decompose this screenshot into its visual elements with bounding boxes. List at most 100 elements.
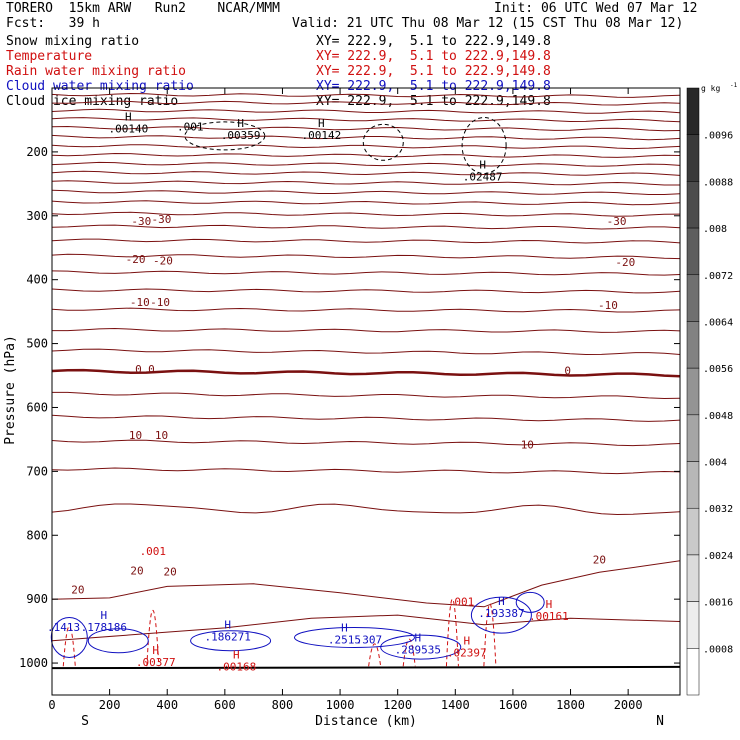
x-tick-label-8: 1600	[498, 698, 527, 712]
isotherm-line-26	[51, 467, 681, 475]
temperature-label-8: -10	[598, 299, 618, 312]
colorbar-unit: g kg	[701, 84, 720, 93]
rain-contour-5	[368, 643, 382, 667]
isotherm-line-16	[51, 253, 681, 260]
colorbar-label-8: .0032	[703, 504, 733, 515]
colorbar: .0096 .0088 .008 .0072 .0064 .0056 .0048 .004 .0…	[686, 82, 738, 696]
colorbar-swatch-10	[686, 554, 700, 602]
x-tick-label-9: 1800	[556, 698, 585, 712]
isotherm-line-1	[51, 100, 681, 106]
isotherm-line-25	[51, 439, 681, 447]
cloud-water-contour-0	[50, 616, 88, 658]
rain-contour-0	[62, 626, 76, 667]
x-tick-label-10: 2000	[614, 698, 643, 712]
cloud-max-value-12: .178186	[81, 621, 127, 634]
cloud-water-contour-3	[293, 626, 415, 648]
isotherm-line-23	[52, 391, 681, 400]
colorbar-swatch-4	[686, 274, 700, 322]
snow-max-value-2: .00142	[301, 129, 341, 142]
y-tick-label-5: 700	[26, 464, 48, 478]
field-name-cloud-water: Cloud water mixing ratio	[6, 79, 194, 94]
colorbar-swatch-2	[686, 181, 700, 229]
temperature-label-0: -30	[131, 215, 151, 228]
snow-contour-2	[461, 117, 507, 175]
plot-frame	[51, 87, 681, 696]
isotherm-line-8	[51, 161, 681, 167]
cloud-water-contour-5	[470, 596, 532, 634]
colorbar-swatch-9	[686, 507, 700, 556]
snow-max-value-4: .001	[177, 121, 204, 134]
cloud-max-marker-13: H	[224, 618, 231, 631]
temperature-label-11: 0	[564, 364, 571, 377]
rain-contour-4	[402, 638, 416, 667]
cloud-max-value-17: .193387	[478, 607, 524, 620]
colorbar-swatch-1	[686, 134, 700, 182]
colorbar-swatch-5	[686, 321, 700, 369]
rain-max-value-9: .00168	[216, 661, 256, 674]
y-tick-label-3: 500	[26, 337, 48, 351]
colorbar-label-7: .004	[703, 458, 727, 469]
snow-contour-0	[184, 121, 266, 151]
south-end-label: S	[81, 714, 89, 729]
temperature-label-4: -20	[153, 255, 173, 268]
x-tick-label-4: 800	[272, 698, 294, 712]
x-tick-label-3: 600	[214, 698, 236, 712]
snow-max-value-1: .00359	[221, 129, 261, 142]
temperature-label-1: -30	[152, 213, 172, 226]
cloud-water-contour-4	[380, 634, 462, 660]
isotherm-line-21	[51, 348, 681, 356]
y-tick-label-0: 200	[26, 145, 48, 159]
field-name-rain: Rain water mixing ratio	[6, 64, 187, 79]
y-tick-label-7: 900	[26, 592, 48, 606]
isotherm-line-2	[51, 108, 681, 114]
cloud-max-value-15: .307	[356, 634, 383, 647]
temperature-label-3: -20	[126, 253, 146, 266]
isotherm-line-13	[51, 211, 681, 217]
colorbar-swatch-12	[686, 648, 700, 696]
isotherm-line-3	[51, 117, 681, 123]
north-end-label: N	[656, 714, 664, 729]
snow-max-value-3: .02487	[463, 170, 503, 183]
rain-contour-1	[146, 610, 160, 667]
rain-max-marker-8: H	[152, 644, 159, 657]
x-axis-label: Distance (km)	[315, 714, 417, 729]
isotherm-line-14	[51, 224, 681, 230]
rain-max-value-10: .02397	[447, 646, 487, 659]
isotherm-line-10	[51, 180, 680, 186]
isotherm-line-15	[51, 238, 681, 244]
snow-max-value-0: .00140	[108, 123, 148, 136]
snow-max-marker-3: H	[479, 158, 486, 171]
cloud-max-marker-16: H	[415, 631, 422, 644]
y-tick-label-4: 600	[26, 400, 48, 414]
isotherm-line-24	[51, 414, 681, 422]
snow-contour-1	[362, 123, 404, 161]
colorbar-label-3: .0072	[703, 271, 733, 282]
isotherm-contours	[51, 92, 681, 670]
cloud-max-value-14: .2515	[328, 634, 361, 647]
y-axis-label: Pressure (hPa)	[3, 335, 18, 445]
isotherm-line-4	[51, 125, 681, 132]
temperature-label-18: 20	[71, 584, 84, 597]
x-tick-label-1: 200	[99, 698, 121, 712]
isotherm-line-low-2	[51, 614, 681, 642]
snow-max-marker-2: H	[318, 117, 325, 130]
valid-time: Valid: 21 UTC Thu 08 Mar 12 (15 CST Thu …	[292, 16, 684, 31]
x-tick-label-6: 1200	[383, 698, 412, 712]
rain-max-marker-7: H	[546, 598, 553, 611]
temperature-label-10: 0	[148, 363, 155, 376]
cloud-water-contour-2	[190, 630, 272, 652]
ground-line	[51, 665, 681, 670]
isotherm-line-0	[51, 92, 681, 98]
temperature-label-2: -30	[607, 215, 627, 228]
colorbar-swatch-11	[686, 601, 700, 649]
isotherm-line-5	[51, 134, 681, 141]
isotherm-line-27	[51, 503, 681, 516]
rain-max-value-7: .00161	[529, 610, 569, 623]
x-tick-label-2: 400	[156, 698, 178, 712]
temperature-label-13: 10	[155, 429, 168, 442]
field-xy-cloud-ice: XY= 222.9, 5.1 to 222.9,149.8	[316, 94, 551, 109]
temperature-label-12: 10	[129, 429, 142, 442]
temperature-label-14: 10	[521, 439, 534, 452]
colorbar-label-0: .0096	[703, 131, 733, 142]
